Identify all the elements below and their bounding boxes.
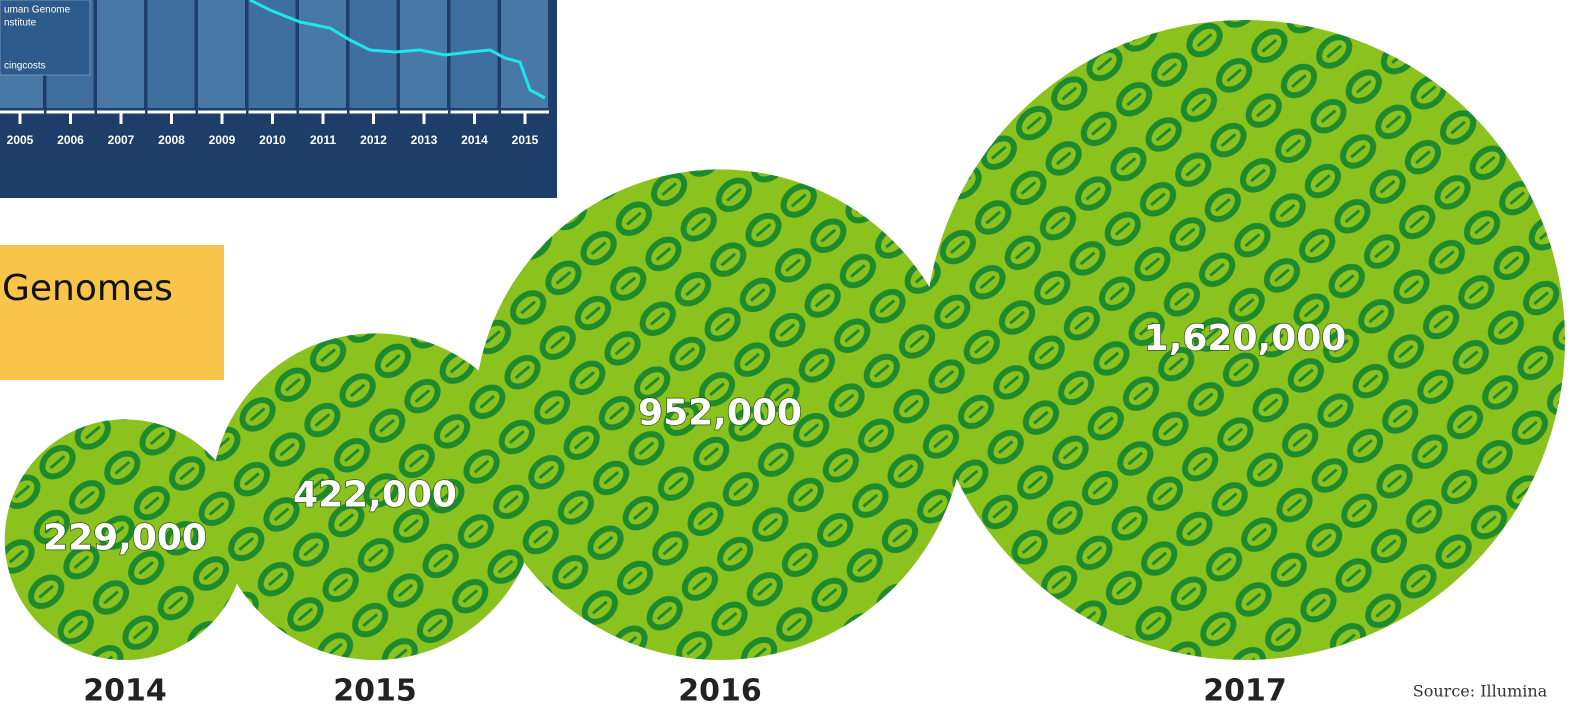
category-label: 2015 <box>333 674 417 709</box>
category-label: 2016 <box>678 674 762 709</box>
cost-line <box>249 0 546 100</box>
inset-column <box>147 0 195 108</box>
inset-x-label: 2010 <box>259 133 286 147</box>
inset-x-label: 2008 <box>158 133 185 147</box>
inset-column <box>198 0 245 108</box>
inset-x-label: 2011 <box>310 133 336 147</box>
bubble <box>211 333 539 660</box>
inset-x-label: 2013 <box>411 133 438 147</box>
inset-x-label: 2015 <box>512 133 539 147</box>
inset-legend-text: cingcosts <box>4 61 46 72</box>
inset-legend-box <box>0 0 91 76</box>
inset-chart: 2005 2006 2007 2008 2009 2010 2011 2012 2013 2014… <box>0 0 557 198</box>
source: Source: Illumina <box>1413 682 1548 701</box>
label-box <box>0 245 224 380</box>
value-label: 229,000 <box>43 518 207 559</box>
inset-x-label: 2005 <box>7 133 34 147</box>
category-label: 2017 <box>1203 674 1287 709</box>
label-box-text: Genomes <box>2 268 173 309</box>
category-label: 2014 <box>83 674 167 709</box>
inset-x-label: 2012 <box>360 133 387 147</box>
value-label: 422,000 <box>293 475 457 516</box>
bubble-chart: 229,000 2014 422,000 2015 952,000 2016 1,620,0… <box>4 20 1565 709</box>
inset-legend-text: nstitute <box>4 18 37 29</box>
inset-column <box>349 0 397 108</box>
bubble <box>925 20 1565 660</box>
inset-x-label: 2014 <box>461 133 488 147</box>
inset-column <box>97 0 144 108</box>
inset-x-label: 2009 <box>209 133 236 147</box>
value-label: 1,620,000 <box>1144 318 1347 359</box>
bubble <box>4 419 246 660</box>
inset-legend-text: uman Genome <box>4 5 71 16</box>
inset-column <box>501 0 548 108</box>
inset-column <box>299 0 346 108</box>
value-label: 952,000 <box>638 393 802 434</box>
bubble <box>474 169 966 660</box>
inset-x-label: 2007 <box>108 133 135 147</box>
inset-x-label: 2006 <box>57 133 84 147</box>
